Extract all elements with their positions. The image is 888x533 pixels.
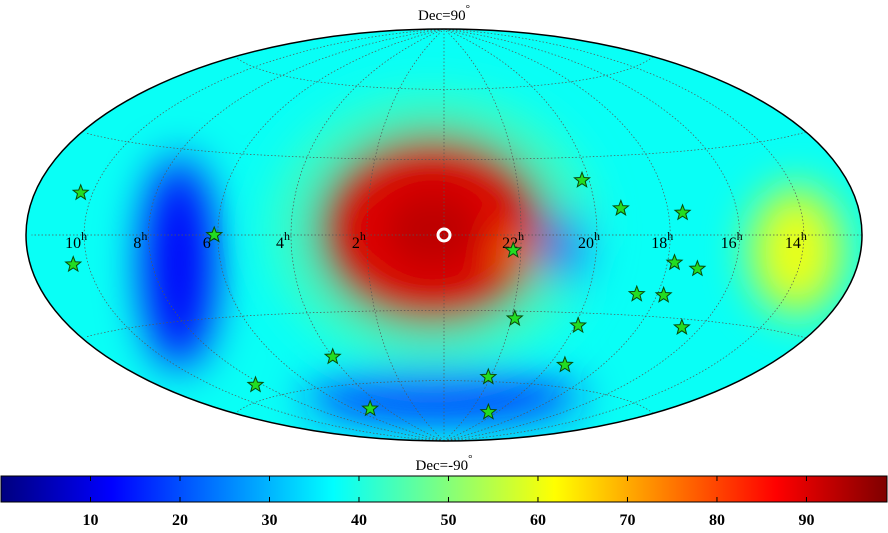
colorbar-tick-label: 10 — [82, 512, 98, 528]
star-marker — [71, 183, 90, 201]
star-marker — [361, 399, 380, 417]
ra-label-value: 8 — [133, 235, 141, 252]
dec-label-degree: ° — [468, 453, 472, 465]
star-marker — [569, 316, 588, 334]
colorbar: 10 20 30 40 50 60 70 80 90 — [0, 475, 888, 529]
star-marker — [504, 240, 523, 258]
star-marker — [64, 255, 83, 273]
colorbar-tick-label: 40 — [351, 512, 367, 528]
center-marker — [436, 227, 452, 243]
ra-label-unit: h — [518, 229, 524, 243]
star-marker — [505, 309, 524, 327]
map-border — [25, 28, 863, 442]
ra-label: 14h — [785, 229, 807, 252]
star-marker — [665, 253, 684, 271]
ra-label: 18h — [651, 229, 673, 252]
ra-gridline — [443, 29, 740, 441]
ra-gridline — [148, 29, 445, 441]
ra-label: 16h — [721, 229, 743, 252]
star-marker — [573, 170, 591, 188]
colorbar-tick-label: 20 — [172, 512, 188, 528]
ra-label: 10h — [65, 229, 87, 252]
top-dec-label: Dec=90° — [418, 3, 470, 24]
star-marker — [654, 285, 673, 303]
ra-label-unit: h — [801, 229, 807, 243]
colorbar-ticks: 10 20 30 40 50 60 70 80 90 — [82, 476, 814, 529]
star-marker — [555, 355, 574, 373]
colorbar-tick-label: 50 — [440, 512, 456, 528]
heatmap-region — [750, 186, 843, 315]
ra-label-unit: h — [594, 229, 600, 243]
ra-label-value: 16 — [721, 235, 737, 252]
heatmap-region — [141, 158, 217, 369]
ra-label: 4h — [276, 229, 290, 252]
ra-label-value: 10 — [65, 235, 81, 252]
star-marker — [627, 284, 646, 302]
colorbar-tick-label: 90 — [798, 512, 814, 528]
bottom-dec-label: Dec=-90° — [415, 453, 472, 474]
ra-label-value: 18 — [651, 235, 667, 252]
dec-label-text: Dec=-90 — [415, 458, 468, 474]
dec-label-degree: ° — [466, 3, 470, 15]
colorbar-tick-label: 30 — [261, 512, 277, 528]
ra-label-value: 2 — [352, 235, 360, 252]
heatmap-region — [547, 211, 586, 285]
colorbar-gradient — [0, 475, 888, 503]
ra-label-unit: h — [360, 229, 366, 243]
colorbar-tick-label: 80 — [709, 512, 725, 528]
star-markers — [64, 170, 707, 420]
ra-label-unit: h — [737, 229, 743, 243]
star-marker — [672, 317, 691, 335]
ra-label-value: 14 — [785, 235, 801, 252]
ra-label: 2h — [352, 229, 366, 252]
colorbar-tick-label: 70 — [619, 512, 635, 528]
ra-label: 8h — [133, 229, 147, 252]
ra-label-unit: h — [81, 229, 87, 243]
ra-gridline — [443, 29, 805, 441]
star-marker — [688, 259, 707, 277]
ra-gridline — [443, 29, 671, 441]
ra-label-unit: h — [667, 229, 673, 243]
ra-label: 20h — [578, 229, 600, 252]
colorbar-tick-label: 60 — [530, 512, 546, 528]
ra-gridline — [366, 29, 445, 441]
star-marker — [673, 203, 692, 221]
dec-label-text: Dec=90 — [418, 8, 466, 24]
ra-gridline — [83, 29, 445, 441]
ra-label-unit: h — [284, 229, 290, 243]
star-marker — [479, 367, 498, 385]
ra-label-value: 4 — [276, 235, 284, 252]
ra-gridline — [443, 29, 522, 441]
star-marker — [205, 225, 224, 243]
ra-label-unit: h — [141, 229, 147, 243]
star-marker — [611, 198, 630, 216]
star-marker — [323, 347, 342, 365]
heatmap-core — [368, 177, 497, 283]
star-marker — [479, 402, 498, 420]
ra-label-value: 6 — [203, 235, 211, 252]
ra-label-value: 20 — [578, 235, 594, 252]
ra-gridline — [217, 29, 445, 441]
star-marker — [246, 375, 265, 393]
